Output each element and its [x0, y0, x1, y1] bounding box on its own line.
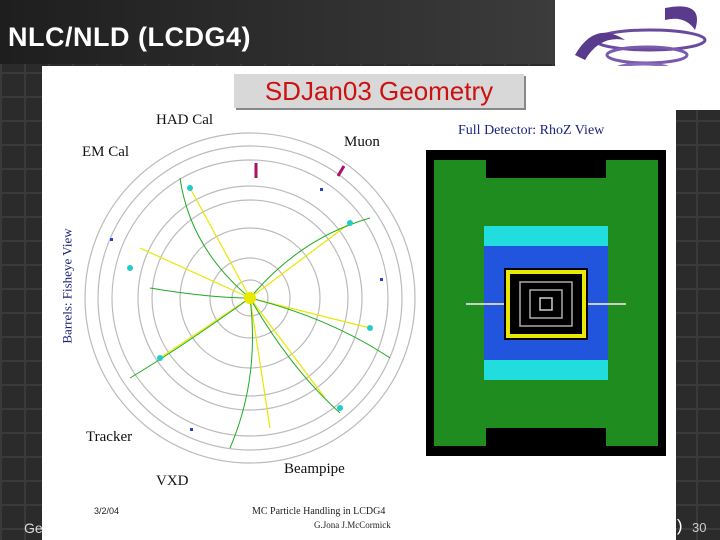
figure-footer-caption: MC Particle Handling in LCDG4	[252, 506, 386, 517]
figure-heading: SDJan03 Geometry	[234, 74, 524, 108]
figure-panel: SDJan03 Geometry	[42, 66, 676, 540]
courtesy-text: Courtesy of J.Mc.Cormik (SLAC)	[436, 516, 683, 535]
rhoz-view	[426, 150, 666, 456]
slide-title: NLC/NLD (LCDG4)	[8, 22, 251, 52]
event-display	[84, 132, 416, 464]
footer-left-text: Ge	[24, 520, 43, 536]
label-tracker: Tracker	[86, 429, 133, 445]
label-beampipe: Beampipe	[284, 461, 345, 477]
label-had-cal: HAD Cal	[156, 112, 214, 128]
figure-footer-date: 3/2/04	[94, 506, 120, 516]
label-side-view: Barrels: Fisheye View	[59, 228, 75, 344]
label-muon: Muon	[344, 134, 380, 150]
label-em-cal: EM Cal	[82, 144, 130, 160]
rhoz-title: Full Detector: RhoZ View	[458, 123, 605, 138]
title-bar: NLC/NLD (LCDG4)	[0, 0, 560, 64]
label-vxd: VXD	[156, 473, 189, 489]
page-number: 30	[692, 520, 707, 535]
figure-footer-author: G.Jona J.McCormick	[314, 520, 391, 530]
